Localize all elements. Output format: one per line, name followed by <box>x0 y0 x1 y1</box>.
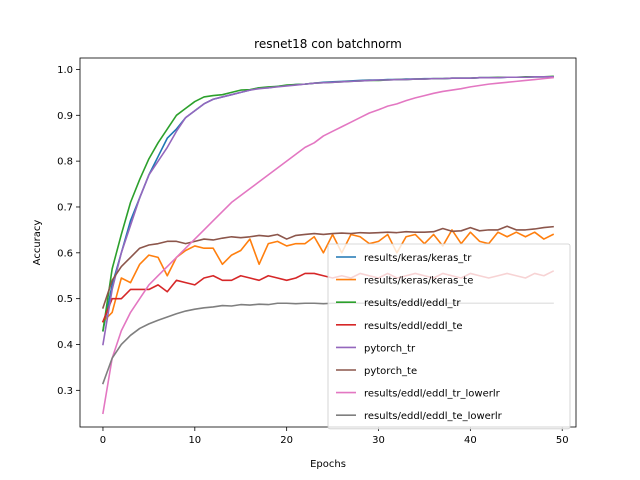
legend-label-1: results/keras/keras_te <box>364 276 473 287</box>
series-layer <box>101 75 555 415</box>
x-tick-label: 0 <box>100 435 106 446</box>
y-tick-label: 0.4 <box>57 340 73 351</box>
y-axis-label: Accuracy <box>32 220 43 266</box>
x-tick-label: 20 <box>280 435 293 446</box>
x-tick-label: 30 <box>372 435 385 446</box>
legend-label-6: results/eddl/eddl_tr_lowerlr <box>364 389 501 400</box>
legend-label-2: results/eddl/eddl_tr <box>364 298 461 309</box>
chart-title: resnet18 con batchnorm <box>254 37 402 51</box>
x-axis: 0 10 20 30 40 50 <box>100 427 569 446</box>
y-tick-label: 1.0 <box>57 65 73 76</box>
x-axis-label: Epochs <box>310 459 346 470</box>
legend-label-4: pytorch_tr <box>364 343 416 354</box>
y-tick-label: 0.5 <box>57 294 73 305</box>
x-tick-label: 50 <box>556 435 569 446</box>
series-line-5 <box>101 225 554 309</box>
x-tick-label: 40 <box>464 435 477 446</box>
y-tick-label: 0.3 <box>57 386 73 397</box>
y-tick-label: 0.6 <box>57 248 73 259</box>
y-tick-label: 0.7 <box>57 202 73 213</box>
series-line-6 <box>102 76 554 415</box>
legend-label-3: results/eddl/eddl_te <box>364 321 463 332</box>
y-tick-label: 0.8 <box>57 157 73 168</box>
y-tick-label: 0.9 <box>57 111 73 122</box>
y-axis: 0.3 0.4 0.5 0.6 0.7 0.8 0.9 1.0 <box>57 65 80 397</box>
x-tick-label: 10 <box>188 435 201 446</box>
legend-label-5: pytorch_te <box>364 366 417 377</box>
legend-label-7: results/eddl/eddl_te_lowerlr <box>364 411 503 422</box>
legend-box <box>327 243 571 430</box>
legend: results/keras/keras_tr results/keras/kera… <box>327 243 571 430</box>
legend-label-0: results/keras/keras_tr <box>364 253 472 264</box>
series-line-4 <box>102 75 554 346</box>
